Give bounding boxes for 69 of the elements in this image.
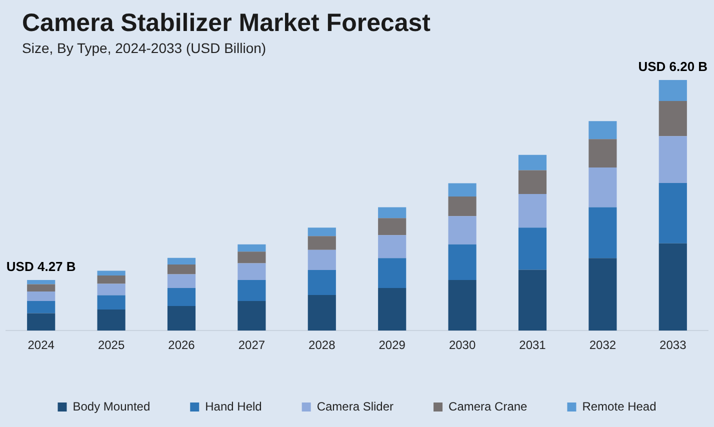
bar	[378, 235, 406, 258]
bar	[448, 183, 476, 197]
bar	[27, 313, 56, 331]
bar	[448, 196, 476, 216]
x-tick-label: 2031	[519, 338, 546, 352]
total-label: USD 6.20 B	[638, 59, 708, 74]
bar	[308, 236, 336, 250]
bar	[238, 263, 266, 280]
bar	[658, 182, 687, 244]
bar	[167, 258, 196, 264]
x-tick-label: 2024	[28, 338, 55, 352]
bar	[518, 194, 547, 228]
bar	[308, 228, 336, 236]
legend-label: Body Mounted	[72, 399, 150, 414]
bar	[97, 295, 126, 310]
chart-title: Camera Stabilizer Market Forecast	[22, 8, 432, 38]
bar	[238, 244, 266, 252]
bar	[167, 306, 196, 331]
x-tick-label: 2030	[448, 338, 476, 352]
bar	[448, 216, 476, 244]
bar	[588, 258, 617, 331]
bar	[308, 295, 336, 331]
bar	[588, 167, 617, 208]
bar	[308, 250, 336, 270]
bar	[658, 243, 687, 331]
bar	[238, 252, 266, 264]
bar	[378, 218, 406, 236]
bar	[27, 280, 56, 284]
bar	[378, 258, 406, 288]
bar	[27, 292, 56, 302]
bar	[27, 301, 56, 314]
bar	[167, 274, 196, 288]
total-label: USD 4.27 B	[6, 259, 76, 274]
bar	[97, 275, 126, 284]
x-tick-label: 2033	[660, 338, 687, 352]
bar	[448, 280, 476, 331]
bar	[518, 228, 547, 270]
bar	[167, 264, 196, 274]
legend-label: Hand Held	[205, 399, 262, 414]
bar	[97, 310, 126, 331]
x-tick-label: 2032	[589, 338, 616, 352]
legend-label: Camera Slider	[316, 399, 394, 414]
bar	[378, 288, 406, 331]
bar	[518, 170, 547, 194]
x-tick-label: 2027	[238, 338, 266, 352]
legend-label: Camera Crane	[448, 399, 528, 414]
x-tick-label: 2028	[308, 338, 336, 352]
bar	[588, 121, 617, 140]
bar	[588, 139, 617, 168]
bar	[238, 301, 266, 331]
bar	[378, 207, 406, 218]
bar	[658, 80, 687, 102]
x-tick-label: 2025	[98, 338, 125, 352]
bar	[518, 154, 547, 170]
bar	[308, 270, 336, 296]
x-tick-label: 2026	[168, 338, 196, 352]
bar	[448, 244, 476, 280]
x-tick-label: 2029	[378, 338, 406, 352]
bar	[658, 136, 687, 183]
chart-subtitle: Size, By Type, 2024-2033 (USD Billion)	[22, 39, 268, 58]
bar	[167, 288, 196, 306]
bar	[658, 101, 687, 136]
bar	[97, 270, 126, 276]
bar	[518, 270, 547, 331]
legend-label: Remote Head	[582, 399, 656, 414]
bar	[238, 280, 266, 302]
bar	[97, 284, 126, 296]
bar	[27, 284, 56, 292]
bar	[588, 207, 617, 258]
